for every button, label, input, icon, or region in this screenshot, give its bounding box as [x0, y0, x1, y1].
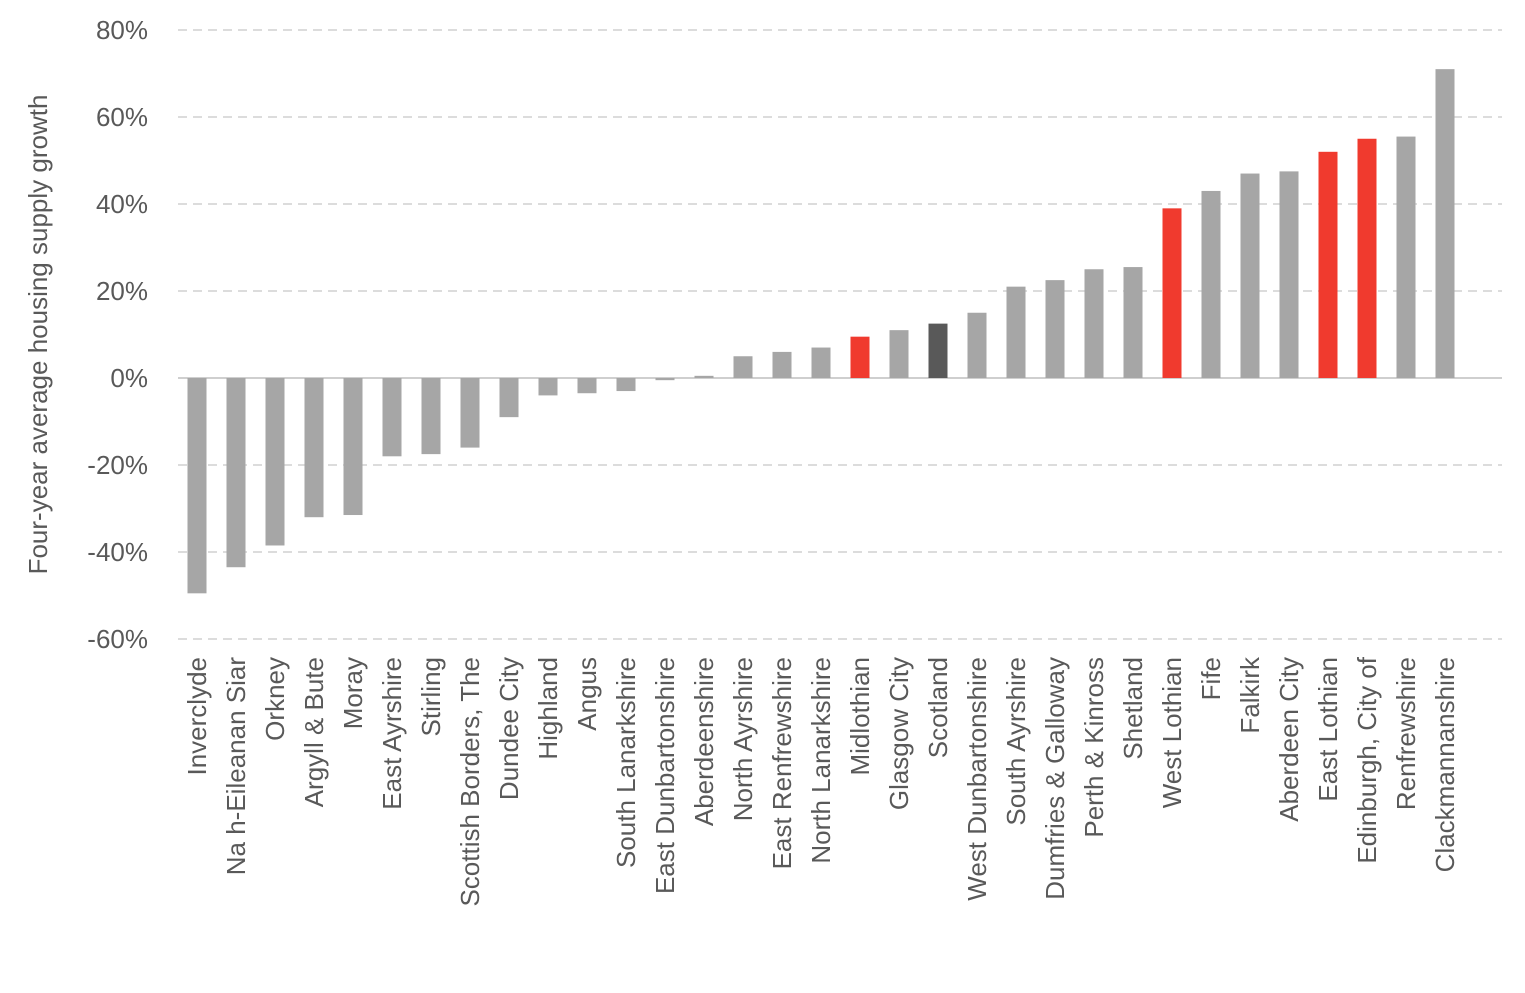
- y-tick-label: 20%: [96, 276, 148, 306]
- x-tick-label: South Ayrshire: [1001, 657, 1031, 826]
- bar: [1357, 138, 1377, 378]
- y-axis-ticks: -60% -40% -20% 0% 20% 40% 60% 80%: [87, 15, 148, 654]
- x-tick-label: Highland: [533, 657, 563, 760]
- bars: [187, 69, 1455, 594]
- bar: [421, 378, 441, 455]
- x-tick-label: Aberdeen City: [1274, 657, 1304, 822]
- x-axis-labels: Inverclyde Na h-Eileanan Siar Orkney Argyll…: [182, 656, 1460, 907]
- y-axis-title: Four-year average housing supply growth: [23, 95, 53, 575]
- bar: [343, 378, 363, 516]
- bar: [811, 347, 831, 378]
- y-tick-label: 80%: [96, 15, 148, 45]
- y-tick-label: 60%: [96, 102, 148, 132]
- bar: [772, 351, 792, 378]
- bar: [187, 378, 207, 594]
- y-tick-label: -40%: [87, 537, 148, 567]
- bar: [850, 336, 870, 378]
- bar: [616, 378, 636, 392]
- x-tick-label: Scotland: [923, 657, 953, 758]
- x-tick-label: East Ayrshire: [377, 657, 407, 810]
- x-tick-label: Falkirk: [1235, 656, 1265, 734]
- bar: [304, 378, 324, 518]
- x-tick-label: West Dunbartonshire: [962, 657, 992, 901]
- x-tick-label: Orkney: [260, 657, 290, 741]
- bar: [967, 312, 987, 378]
- bar: [1006, 286, 1026, 378]
- x-tick-label: Glasgow City: [884, 657, 914, 810]
- x-tick-label: East Lothian: [1313, 657, 1343, 802]
- x-tick-label: Scottish Borders, The: [455, 657, 485, 907]
- bar: [1396, 136, 1416, 378]
- x-tick-label: Stirling: [416, 657, 446, 736]
- x-tick-label: Midlothian: [845, 657, 875, 776]
- x-tick-label: North Lanarkshire: [806, 657, 836, 864]
- bar: [733, 356, 753, 378]
- bar: [889, 330, 909, 378]
- bar: [265, 378, 285, 546]
- x-tick-label: Argyll & Bute: [299, 657, 329, 807]
- bar: [577, 378, 597, 394]
- x-tick-label: Na h-Eileanan Siar: [221, 657, 251, 876]
- x-tick-label: Edinburgh, City of: [1352, 656, 1382, 863]
- bar: [460, 378, 480, 448]
- gridlines: [178, 29, 1502, 640]
- bar: [538, 378, 558, 396]
- bar: [1318, 151, 1338, 378]
- bar: [1435, 69, 1455, 379]
- bar: [1201, 190, 1221, 378]
- x-tick-label: South Lanarkshire: [611, 657, 641, 868]
- x-tick-label: Fife: [1196, 657, 1226, 700]
- x-tick-label: Angus: [572, 657, 602, 731]
- bar: [928, 323, 948, 378]
- x-tick-label: Perth & Kinross: [1079, 657, 1109, 838]
- x-tick-label: Dumfries & Galloway: [1040, 657, 1070, 900]
- x-tick-label: Inverclyde: [182, 657, 212, 776]
- x-tick-label: Renfrewshire: [1391, 657, 1421, 810]
- bar: [1045, 280, 1065, 378]
- bar: [226, 378, 246, 568]
- bar: [1123, 267, 1143, 378]
- x-tick-label: Dundee City: [494, 657, 524, 800]
- x-tick-label: North Ayrshire: [728, 657, 758, 821]
- bar: [1162, 208, 1182, 378]
- y-tick-label: -20%: [87, 450, 148, 480]
- bar: [1240, 173, 1260, 378]
- bar: [1084, 269, 1104, 378]
- x-tick-label: Shetland: [1118, 657, 1148, 760]
- bar: [1279, 171, 1299, 378]
- bar: [655, 378, 675, 381]
- bar: [694, 375, 714, 378]
- y-tick-label: 0%: [110, 363, 148, 393]
- x-tick-label: West Lothian: [1157, 657, 1187, 808]
- bar: [382, 378, 402, 457]
- x-tick-label: East Renfrewshire: [767, 657, 797, 869]
- x-tick-label: Clackmannanshire: [1430, 657, 1460, 872]
- y-tick-label: 40%: [96, 189, 148, 219]
- y-tick-label: -60%: [87, 624, 148, 654]
- x-tick-label: East Dunbartonshire: [650, 657, 680, 894]
- x-tick-label: Moray: [338, 657, 368, 729]
- x-tick-label: Aberdeenshire: [689, 657, 719, 826]
- bar: [499, 378, 519, 418]
